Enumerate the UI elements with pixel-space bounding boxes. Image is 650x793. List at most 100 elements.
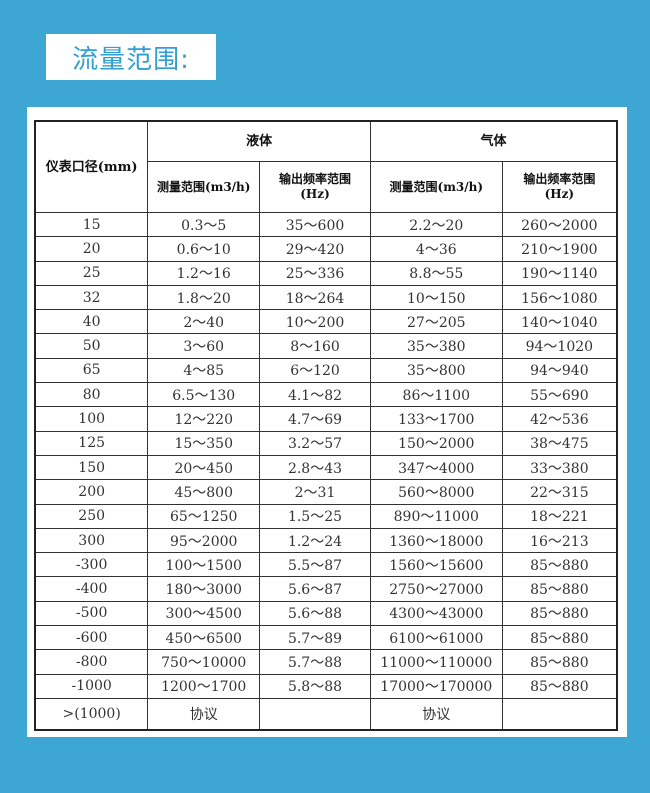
liquid-measure-cell: 95～2000 bbox=[147, 527, 261, 554]
diameter-cell: 25 bbox=[34, 260, 149, 286]
diameter-cell: 200 bbox=[34, 479, 149, 505]
gas-measure-cell: 8.8～55 bbox=[369, 260, 503, 286]
diameter-cell: 15 bbox=[34, 211, 149, 238]
liquid-measure-cell: 3～60 bbox=[147, 333, 261, 359]
gas-freq-cell: 85～880 bbox=[501, 649, 618, 675]
gas-freq-cell: 190～1140 bbox=[501, 260, 618, 286]
liquid-measure-cell: 100～1500 bbox=[147, 552, 261, 578]
diameter-cell: 300 bbox=[34, 527, 149, 554]
liquid-freq-cell: 5.7～89 bbox=[259, 625, 371, 651]
diameter-cell: 125 bbox=[34, 430, 149, 456]
gas-measure-cell: 11000～110000 bbox=[369, 649, 503, 675]
table-row: 32 1.8～20 18～264 10～150 156～1080 bbox=[34, 284, 618, 311]
gas-measure-cell: 1360～18000 bbox=[369, 527, 503, 554]
title-box: 流量范围: bbox=[46, 34, 216, 80]
table-row: 300 95～2000 1.2～24 1360～18000 16～213 bbox=[34, 527, 618, 554]
gas-measure-cell: 协议 bbox=[369, 697, 503, 731]
gas-freq-cell: 18～221 bbox=[501, 503, 618, 529]
gas-freq-cell: 55～690 bbox=[501, 382, 618, 408]
gas-measure-cell: 17000～170000 bbox=[369, 673, 503, 699]
liquid-measure-cell: 300～4500 bbox=[147, 600, 261, 627]
gas-measure-cell: 27～205 bbox=[369, 309, 503, 335]
table-row: 150 20～450 2.8～43 347～4000 33～380 bbox=[34, 454, 618, 481]
gas-freq-cell: 85～880 bbox=[501, 673, 618, 699]
liquid-measure-cell: 2～40 bbox=[147, 309, 261, 335]
page-title: 流量范围: bbox=[72, 44, 190, 75]
header-gas: 气体 bbox=[369, 120, 618, 162]
gas-measure-cell: 10～150 bbox=[369, 284, 503, 311]
table-row: 40 2～40 10～200 27～205 140～1040 bbox=[34, 309, 618, 335]
diameter-cell: -400 bbox=[34, 576, 149, 602]
liquid-measure-cell: 1200～1700 bbox=[147, 673, 261, 699]
gas-measure-cell: 35～380 bbox=[369, 333, 503, 359]
gas-measure-cell: 6100～61000 bbox=[369, 625, 503, 651]
diameter-cell: 65 bbox=[34, 357, 149, 384]
table-row: 125 15～350 3.2～57 150～2000 38～475 bbox=[34, 430, 618, 456]
gas-freq-cell: 156～1080 bbox=[501, 284, 618, 311]
gas-freq-cell: 33～380 bbox=[501, 454, 618, 481]
gas-measure-cell: 2.2～20 bbox=[369, 211, 503, 238]
liquid-freq-cell: 4.7～69 bbox=[259, 406, 371, 432]
liquid-freq-cell: 5.6～87 bbox=[259, 576, 371, 602]
liquid-measure-cell: 450～6500 bbox=[147, 625, 261, 651]
gas-freq-cell: 210～1900 bbox=[501, 236, 618, 262]
table-row: >(1000) 协议 协议 bbox=[34, 697, 618, 731]
table-row: 50 3～60 8～160 35～380 94～1020 bbox=[34, 333, 618, 359]
diameter-cell: -600 bbox=[34, 625, 149, 651]
gas-freq-cell: 38～475 bbox=[501, 430, 618, 456]
liquid-measure-cell: 45～800 bbox=[147, 479, 261, 505]
header-gas-freq: 输出频率范围 (Hz) bbox=[501, 161, 618, 213]
freq-label: 输出频率范围 bbox=[523, 172, 596, 186]
liquid-freq-cell: 29～420 bbox=[259, 236, 371, 262]
gas-measure-cell: 347～4000 bbox=[369, 454, 503, 481]
table-row: 15 0.3～5 35～600 2.2～20 260～2000 bbox=[34, 211, 618, 238]
header-liquid-measure: 测量范围(m3/h) bbox=[147, 161, 261, 213]
diameter-cell: 40 bbox=[34, 309, 149, 335]
diameter-cell: -1000 bbox=[34, 673, 149, 699]
header-diameter: 仪表口径(mm) bbox=[34, 120, 149, 213]
gas-measure-cell: 35～800 bbox=[369, 357, 503, 384]
diameter-cell: 20 bbox=[34, 236, 149, 262]
liquid-measure-cell: 0.6～10 bbox=[147, 236, 261, 262]
liquid-measure-cell: 1.8～20 bbox=[147, 284, 261, 311]
gas-freq-cell: 140～1040 bbox=[501, 309, 618, 335]
diameter-cell: 150 bbox=[34, 454, 149, 481]
liquid-freq-cell: 1.5～25 bbox=[259, 503, 371, 529]
gas-measure-cell: 890～11000 bbox=[369, 503, 503, 529]
table-row: 65 4～85 6～120 35～800 94～940 bbox=[34, 357, 618, 384]
flow-range-panel: 仪表口径(mm) 液体 气体 测量范围(m3/h) 输出频率范围 (Hz) 测量范… bbox=[27, 107, 627, 737]
liquid-freq-cell: 4.1～82 bbox=[259, 382, 371, 408]
liquid-freq-cell: 18～264 bbox=[259, 284, 371, 311]
liquid-freq-cell bbox=[259, 697, 371, 731]
liquid-freq-cell: 2～31 bbox=[259, 479, 371, 505]
liquid-measure-cell: 750～10000 bbox=[147, 649, 261, 675]
table-row: -300 100～1500 5.5～87 1560～15600 85～880 bbox=[34, 552, 618, 578]
diameter-cell: -800 bbox=[34, 649, 149, 675]
table-row: 25 1.2～16 25～336 8.8～55 190～1140 bbox=[34, 260, 618, 286]
gas-freq-cell: 85～880 bbox=[501, 600, 618, 627]
liquid-freq-cell: 5.6～88 bbox=[259, 600, 371, 627]
table-row: -400 180～3000 5.6～87 2750～27000 85～880 bbox=[34, 576, 618, 602]
liquid-freq-cell: 5.5～87 bbox=[259, 552, 371, 578]
gas-freq-cell bbox=[501, 697, 618, 731]
liquid-measure-cell: 6.5～130 bbox=[147, 382, 261, 408]
gas-freq-cell: 85～880 bbox=[501, 576, 618, 602]
liquid-freq-cell: 3.2～57 bbox=[259, 430, 371, 456]
liquid-measure-cell: 180～3000 bbox=[147, 576, 261, 602]
gas-measure-cell: 4300～43000 bbox=[369, 600, 503, 627]
liquid-freq-cell: 10～200 bbox=[259, 309, 371, 335]
header-liquid-freq: 输出频率范围 (Hz) bbox=[259, 161, 371, 213]
liquid-freq-cell: 1.2～24 bbox=[259, 527, 371, 554]
diameter-cell: >(1000) bbox=[34, 697, 149, 731]
liquid-freq-cell: 5.8～88 bbox=[259, 673, 371, 699]
table-row: 100 12～220 4.7～69 133～1700 42～536 bbox=[34, 406, 618, 432]
freq-unit: (Hz) bbox=[300, 187, 330, 201]
gas-freq-cell: 260～2000 bbox=[501, 211, 618, 238]
table-row: 250 65～1250 1.5～25 890～11000 18～221 bbox=[34, 503, 618, 529]
table-row: -600 450～6500 5.7～89 6100～61000 85～880 bbox=[34, 625, 618, 651]
gas-freq-cell: 42～536 bbox=[501, 406, 618, 432]
freq-unit: (Hz) bbox=[544, 187, 575, 201]
liquid-measure-cell: 1.2～16 bbox=[147, 260, 261, 286]
gas-measure-cell: 150～2000 bbox=[369, 430, 503, 456]
table-row: -800 750～10000 5.7～88 11000～110000 85～880 bbox=[34, 649, 618, 675]
